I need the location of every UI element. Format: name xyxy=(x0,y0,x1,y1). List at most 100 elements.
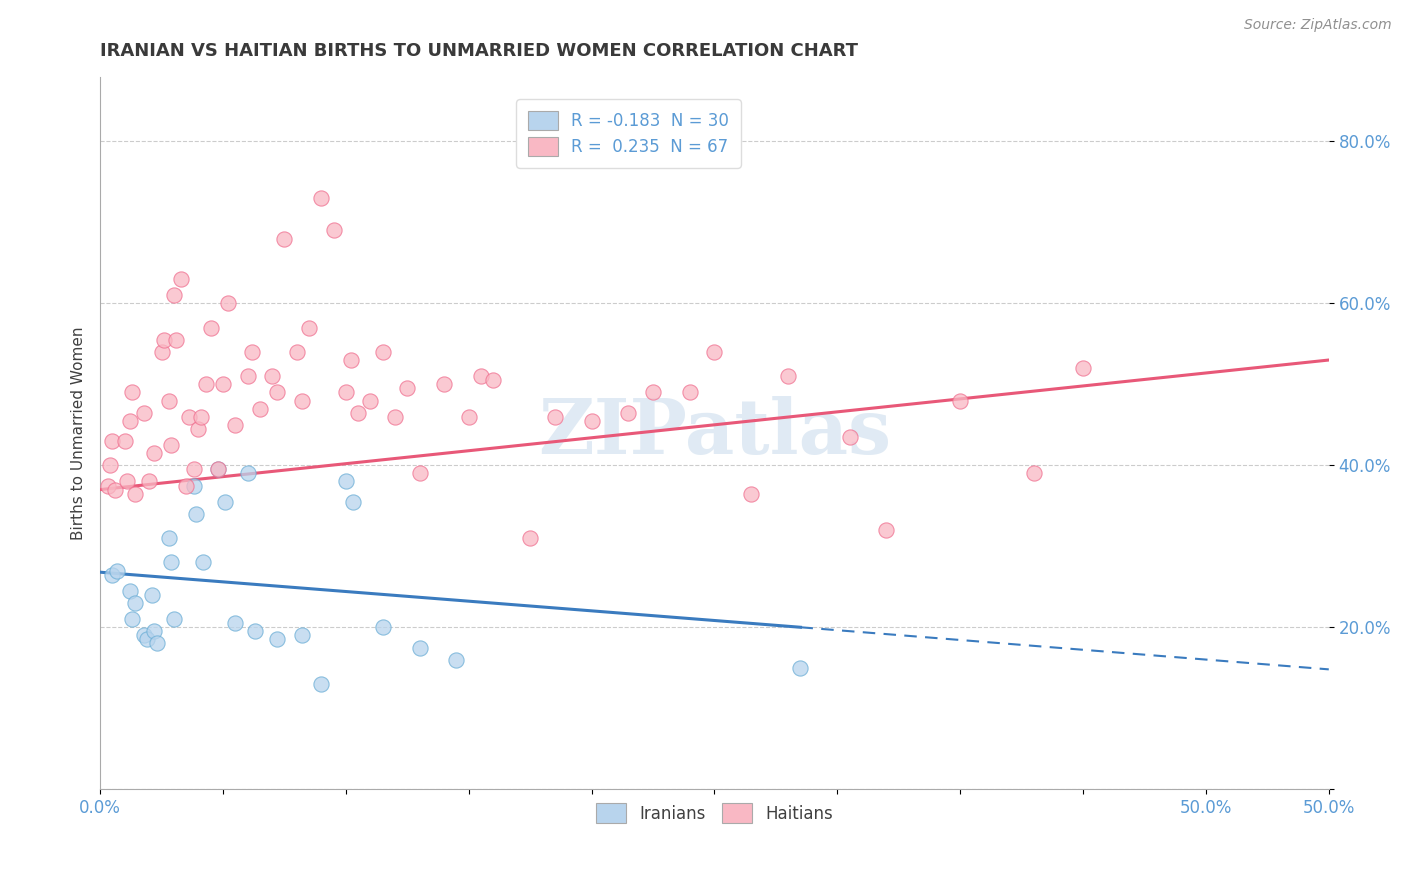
Point xyxy=(145,636,167,650)
Point xyxy=(157,531,180,545)
Point xyxy=(266,632,288,647)
Point xyxy=(236,369,259,384)
Point xyxy=(170,272,193,286)
Point xyxy=(949,393,972,408)
Point xyxy=(266,385,288,400)
Point xyxy=(298,320,321,334)
Point xyxy=(1022,467,1045,481)
Point xyxy=(875,523,897,537)
Text: IRANIAN VS HAITIAN BIRTHS TO UNMARRIED WOMEN CORRELATION CHART: IRANIAN VS HAITIAN BIRTHS TO UNMARRIED W… xyxy=(100,42,858,60)
Point xyxy=(1071,361,1094,376)
Point xyxy=(124,596,146,610)
Point xyxy=(446,653,468,667)
Point xyxy=(160,438,183,452)
Point xyxy=(311,677,333,691)
Point xyxy=(187,422,209,436)
Point xyxy=(703,345,725,359)
Point xyxy=(217,296,239,310)
Point xyxy=(335,475,357,489)
Point xyxy=(183,478,205,492)
Point xyxy=(96,478,118,492)
Point xyxy=(617,406,640,420)
Point xyxy=(433,377,456,392)
Point xyxy=(482,373,505,387)
Point xyxy=(384,409,406,424)
Text: ZIPatlas: ZIPatlas xyxy=(538,396,891,470)
Point xyxy=(163,612,186,626)
Point xyxy=(118,414,141,428)
Point xyxy=(121,612,143,626)
Point xyxy=(104,483,127,497)
Point xyxy=(470,369,492,384)
Point xyxy=(121,385,143,400)
Point xyxy=(174,478,197,492)
Point xyxy=(740,486,762,500)
Point xyxy=(339,353,361,368)
Point xyxy=(224,616,246,631)
Point xyxy=(236,467,259,481)
Point xyxy=(157,393,180,408)
Point xyxy=(184,507,207,521)
Point xyxy=(519,531,541,545)
Point xyxy=(200,320,222,334)
Point xyxy=(143,446,166,460)
Point xyxy=(163,288,186,302)
Point xyxy=(396,381,419,395)
Point xyxy=(101,567,124,582)
Point xyxy=(150,345,173,359)
Point xyxy=(342,494,364,508)
Point xyxy=(243,624,266,639)
Point xyxy=(838,430,860,444)
Point xyxy=(183,462,205,476)
Point xyxy=(207,462,229,476)
Point xyxy=(153,333,176,347)
Point xyxy=(212,377,235,392)
Point xyxy=(285,345,308,359)
Point xyxy=(544,409,567,424)
Point xyxy=(249,401,271,416)
Point xyxy=(115,475,138,489)
Point xyxy=(193,556,215,570)
Y-axis label: Births to Unmarried Women: Births to Unmarried Women xyxy=(72,326,86,540)
Point xyxy=(143,624,166,639)
Point xyxy=(160,556,183,570)
Point xyxy=(242,345,264,359)
Legend: Iranians, Haitians: Iranians, Haitians xyxy=(583,792,845,834)
Point xyxy=(118,583,141,598)
Point xyxy=(194,377,217,392)
Point xyxy=(347,406,370,420)
Point xyxy=(207,462,229,476)
Point xyxy=(457,409,479,424)
Point xyxy=(98,458,121,473)
Point xyxy=(135,632,157,647)
Point xyxy=(291,628,314,642)
Point xyxy=(291,393,314,408)
Point xyxy=(224,417,246,432)
Point xyxy=(134,406,156,420)
Point xyxy=(335,385,357,400)
Point xyxy=(789,661,811,675)
Point xyxy=(141,588,163,602)
Point xyxy=(630,102,652,116)
Point xyxy=(371,345,394,359)
Point xyxy=(101,434,124,448)
Point xyxy=(408,640,430,655)
Point xyxy=(371,620,394,634)
Point xyxy=(641,385,664,400)
Point xyxy=(114,434,136,448)
Point xyxy=(262,369,284,384)
Point xyxy=(165,333,187,347)
Point xyxy=(679,385,702,400)
Point xyxy=(311,191,333,205)
Point xyxy=(408,467,430,481)
Point xyxy=(273,231,295,245)
Point xyxy=(190,409,212,424)
Point xyxy=(581,414,603,428)
Point xyxy=(177,409,200,424)
Point xyxy=(214,494,236,508)
Point xyxy=(134,628,156,642)
Text: Source: ZipAtlas.com: Source: ZipAtlas.com xyxy=(1244,18,1392,32)
Point xyxy=(322,223,344,237)
Point xyxy=(359,393,381,408)
Point xyxy=(778,369,800,384)
